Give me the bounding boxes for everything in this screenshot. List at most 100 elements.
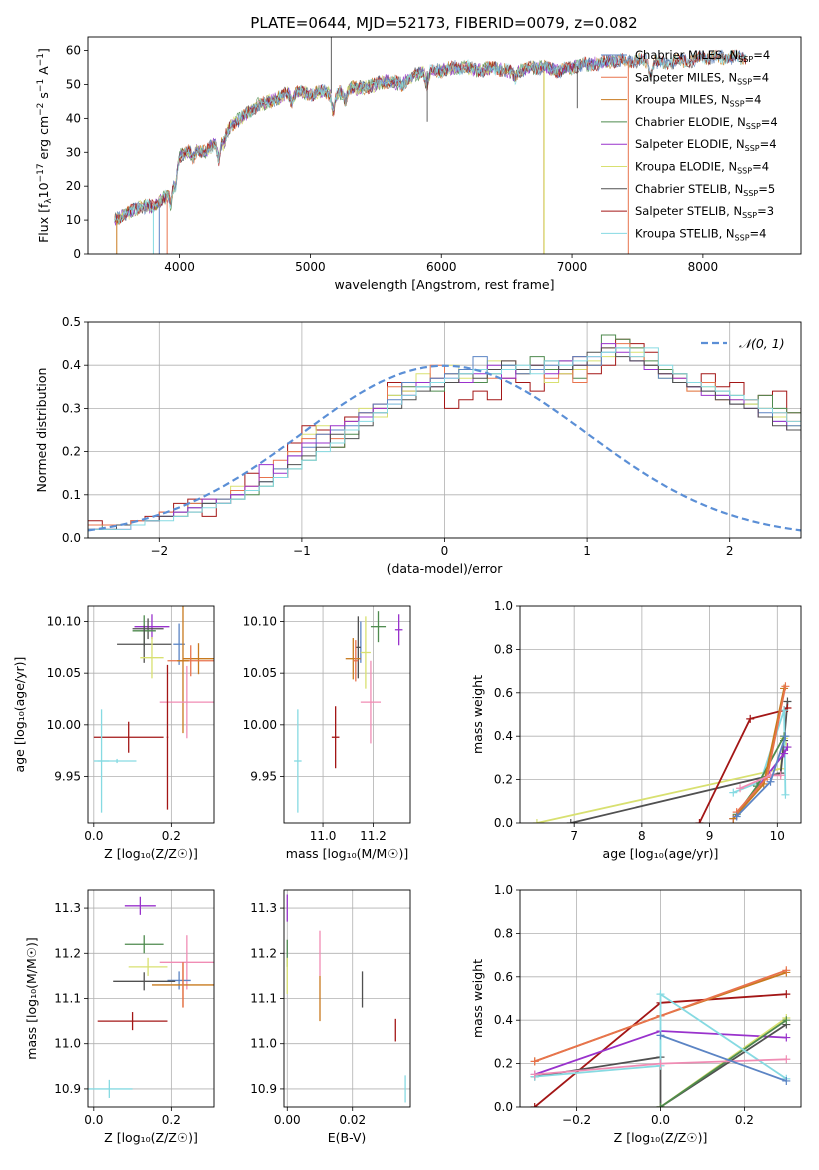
errorbar-point [167,971,191,990]
y-tick-label: 0.4 [494,1013,513,1027]
x-tick-label: 7000 [557,260,588,274]
x-tick-label: 1 [583,544,591,558]
y-tick-label: 50 [66,77,81,91]
weight-line [570,701,789,823]
x-tick-label: 4000 [164,260,195,274]
x-tick-label: −2 [150,544,168,558]
y-tick-label: 40 [66,111,81,125]
weight-marker [736,784,745,793]
legend-label: 𝒩(0, 1) [739,336,785,351]
errorbar-point [132,618,164,640]
errorbar-point [117,625,172,663]
x-axis-label: wavelength [Angstrom, rest frame] [334,277,554,292]
y-tick-label: 0.6 [494,686,513,700]
weight-marker [656,1059,665,1068]
x-tick-label: 11.2 [360,829,387,843]
y-tick-label: 11.2 [250,946,277,960]
y-tick-label: 11.1 [250,992,277,1006]
weight-marker [781,732,790,741]
y-tick-label: 10 [66,213,81,227]
y-tick-label: 10.10 [243,615,277,629]
weight-marker [780,749,789,758]
y-tick-label: 0.0 [494,816,513,830]
plot-area [520,606,801,823]
x-tick-label: 0.2 [162,829,181,843]
y-tick-label: 10.9 [250,1082,277,1096]
weight-line [698,707,788,823]
legend-label: Kroupa STELIB, NSSP=4 [635,226,766,242]
spectrum-line [114,49,747,225]
errorbar-point [166,664,169,810]
errorbar-point [394,614,403,646]
x-tick-label: 0.0 [651,1113,670,1127]
figure-title: PLATE=0644, MJD=52173, FIBERID=0079, z=0… [250,14,637,32]
plot-area [114,37,747,254]
x-tick-label: −1 [293,544,311,558]
x-tick-label: 0.00 [274,1113,301,1127]
y-axis-label: age [log₁₀(age/yr)] [12,657,27,773]
weight-marker [746,714,755,723]
y-tick-label: 10.00 [243,718,277,732]
y-tick-label: 0.6 [494,970,513,984]
panel-mass_weight_vs_age: 7 8 9 10 0.0 0.2 0.4 0.6 0.8 1.0 age [log₁₀(age/yr… [470,599,802,861]
panel-mass_vs_ebv: 0.00 0.02 10.9 11.0 11.1 11.2 11.3 E(B-V) [250,889,411,1145]
legend-label: Kroupa ELODIE, NSSP=4 [635,160,769,176]
panel-spectrum: 4000 5000 6000 7000 8000 0 10 20 30 40 50 60 wavelen… [36,36,802,292]
y-tick-label: 10.10 [47,615,81,629]
errorbar-point [159,665,214,739]
panel-age_vs_z: 0.0 0.2 9.95 10.00 10.05 10.10 Z [log₁₀(Z/Z☉)]… [12,605,215,861]
weight-marker [656,1103,665,1107]
x-tick-label: 7 [570,829,578,843]
x-axis-label: Z [log₁₀(Z/Z☉)] [104,1130,198,1145]
panel-mass_vs_z: 0.0 0.2 10.9 11.0 11.1 11.2 11.3 Z [log₁₀(Z/Z☉)… [24,889,215,1145]
weight-line [534,992,787,1080]
weight-line [534,1023,787,1107]
spectrum-line [114,60,545,221]
weight-line [736,686,787,813]
panel-residual_histogram: −2 −1 0 1 2 0.0 0.1 0.2 0.3 0.4 0.5 (data-model)/er… [34,315,802,576]
x-tick-label: 0.2 [162,1113,181,1127]
histogram-step [88,343,801,538]
y-tick-label: 11.0 [54,1037,81,1051]
weight-line [732,688,785,820]
weight-marker [732,812,741,821]
y-tick-label: 0.4 [62,358,81,372]
y-tick-label: 0.8 [494,926,513,940]
weight-marker [782,990,791,999]
y-tick-label: 0.3 [62,401,81,415]
weight-marker [766,777,775,786]
spectrum-line [114,49,747,224]
errorbar-point [113,972,176,991]
weight-marker [781,682,790,691]
weight-marker [782,1016,791,1025]
legend-label: Kroupa MILES, NSSP=4 [635,93,761,109]
y-tick-label: 0.1 [62,488,81,502]
y-axis-label: Normed distribution [34,368,49,493]
y-tick-label: 0.0 [62,531,81,545]
y-tick-label: 9.95 [250,770,277,784]
weight-marker [530,1057,539,1066]
y-tick-label: 11.3 [54,901,81,915]
axes-frame [87,321,802,539]
axes-frame [283,605,411,824]
errorbar-point [370,611,387,643]
y-tick-label: 1.0 [494,883,513,897]
x-tick-label: 0.02 [339,1113,366,1127]
x-tick-label: 0 [441,544,449,558]
x-tick-label: 2 [726,544,734,558]
y-axis-label: mass weight [470,675,485,754]
plot-area [520,890,801,1107]
errorbar-point [124,935,164,954]
weight-marker [782,1033,791,1042]
y-tick-label: 0.5 [62,315,81,329]
y-tick-label: 0.0 [494,1100,513,1114]
weight-marker [782,1076,791,1085]
errorbar-point [97,1012,168,1031]
y-tick-label: 10.00 [47,718,81,732]
y-tick-label: 0.8 [494,642,513,656]
x-axis-label: Z [log₁₀(Z/Z☉)] [614,1130,708,1145]
x-axis-label: age [log₁₀(age/yr)] [603,846,719,861]
errorbar-point [177,606,189,734]
errorbar-point [88,1079,133,1098]
x-axis-label: (data-model)/error [387,561,504,576]
